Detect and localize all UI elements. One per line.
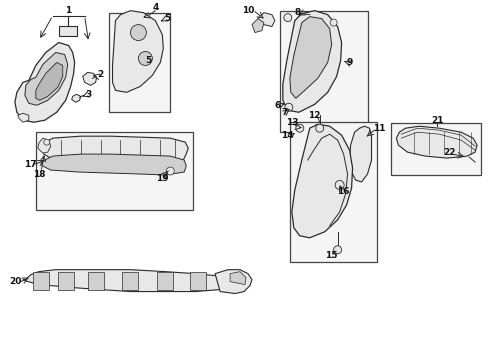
Text: 22: 22	[443, 148, 456, 157]
Circle shape	[330, 19, 337, 26]
Text: 5: 5	[164, 14, 171, 23]
Polygon shape	[43, 136, 188, 162]
Text: 16: 16	[338, 188, 350, 197]
Text: 1: 1	[65, 6, 71, 15]
Polygon shape	[349, 126, 371, 182]
Text: 20: 20	[10, 277, 22, 286]
Circle shape	[335, 180, 344, 189]
Polygon shape	[252, 19, 264, 32]
Polygon shape	[230, 272, 246, 285]
Circle shape	[296, 124, 304, 132]
Text: 13: 13	[286, 118, 298, 127]
Polygon shape	[72, 94, 81, 102]
Text: 14: 14	[282, 131, 294, 140]
Circle shape	[138, 51, 152, 66]
Text: 21: 21	[431, 116, 443, 125]
Polygon shape	[23, 270, 228, 292]
Polygon shape	[157, 272, 173, 289]
Text: 19: 19	[156, 174, 169, 183]
Polygon shape	[33, 272, 49, 289]
Polygon shape	[113, 11, 163, 92]
Polygon shape	[18, 113, 29, 122]
Polygon shape	[36, 62, 63, 100]
Polygon shape	[83, 72, 97, 85]
Polygon shape	[292, 124, 353, 238]
Text: 3: 3	[85, 90, 92, 99]
Circle shape	[285, 103, 293, 111]
Polygon shape	[190, 272, 206, 289]
Circle shape	[44, 139, 50, 145]
Text: 6: 6	[275, 101, 281, 110]
Text: 10: 10	[242, 6, 254, 15]
Polygon shape	[41, 154, 186, 175]
Bar	[36, 132, 193, 210]
Polygon shape	[122, 272, 138, 289]
Text: 4: 4	[152, 3, 159, 12]
Bar	[392, 123, 481, 175]
Polygon shape	[283, 11, 342, 112]
Bar	[59, 26, 76, 36]
Text: 15: 15	[325, 251, 338, 260]
Text: 8: 8	[294, 8, 301, 17]
Text: 5: 5	[145, 56, 151, 65]
Circle shape	[130, 24, 147, 41]
Circle shape	[166, 167, 174, 175]
Bar	[108, 13, 171, 112]
Text: 2: 2	[98, 70, 104, 79]
Bar	[290, 122, 377, 262]
Polygon shape	[88, 272, 103, 289]
Polygon shape	[15, 42, 74, 122]
Bar	[280, 11, 368, 132]
Polygon shape	[396, 126, 477, 158]
Text: 11: 11	[373, 124, 386, 133]
Polygon shape	[290, 17, 332, 98]
Text: 12: 12	[309, 111, 321, 120]
Polygon shape	[258, 13, 275, 27]
Circle shape	[284, 14, 292, 22]
Polygon shape	[25, 53, 68, 105]
Circle shape	[316, 124, 324, 132]
Polygon shape	[215, 270, 252, 293]
Text: 7: 7	[282, 108, 288, 117]
Text: 18: 18	[32, 170, 45, 179]
Polygon shape	[38, 138, 51, 153]
Polygon shape	[58, 272, 74, 289]
Text: 17: 17	[24, 159, 37, 168]
Circle shape	[334, 246, 342, 254]
Text: 9: 9	[346, 58, 353, 67]
